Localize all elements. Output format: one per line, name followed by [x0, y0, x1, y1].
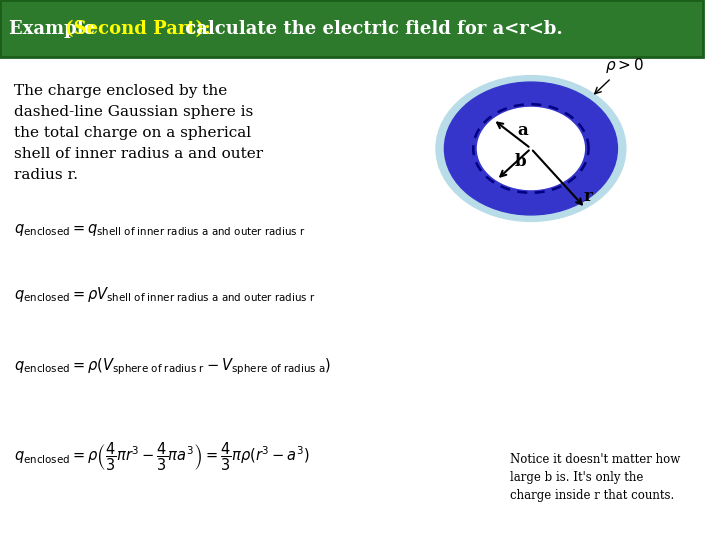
- Text: $\rho>0$: $\rho>0$: [595, 56, 644, 94]
- Circle shape: [436, 76, 626, 221]
- Text: Notice it doesn't matter how
large b is. It's only the
charge inside r that coun: Notice it doesn't matter how large b is.…: [510, 454, 680, 502]
- Text: $q_{\mathrm{enclosed}} = \rho \left( V_{\mathrm{sphere\ of\ radius\ r}} - V_{\ma: $q_{\mathrm{enclosed}} = \rho \left( V_{…: [14, 357, 331, 377]
- Text: The charge enclosed by the
dashed-line Gaussian sphere is
the total charge on a : The charge enclosed by the dashed-line G…: [14, 84, 264, 183]
- Circle shape: [477, 107, 585, 190]
- Text: Example: Example: [9, 19, 102, 38]
- Text: a: a: [517, 122, 528, 139]
- Text: $q_{\mathrm{enclosed}} = \rho \left( \dfrac{4}{3}\pi r^3 - \dfrac{4}{3}\pi a^3 \: $q_{\mathrm{enclosed}} = \rho \left( \df…: [14, 440, 310, 472]
- Text: $q_{\mathrm{enclosed}} = \rho V_{\mathrm{shell\ of\ inner\ radius\ a\ and\ outer: $q_{\mathrm{enclosed}} = \rho V_{\mathrm…: [14, 285, 315, 304]
- Text: (Second Part):: (Second Part):: [65, 19, 210, 38]
- FancyBboxPatch shape: [0, 0, 703, 57]
- Circle shape: [444, 82, 618, 215]
- Text: r: r: [583, 187, 592, 205]
- Text: $q_{\mathrm{enclosed}} = q_{\mathrm{shell\ of\ inner\ radius\ a\ and\ outer\ rad: $q_{\mathrm{enclosed}} = q_{\mathrm{shel…: [14, 221, 305, 238]
- Text: b: b: [515, 153, 526, 170]
- Text: calculate the electric field for a<r<b.: calculate the electric field for a<r<b.: [179, 19, 563, 38]
